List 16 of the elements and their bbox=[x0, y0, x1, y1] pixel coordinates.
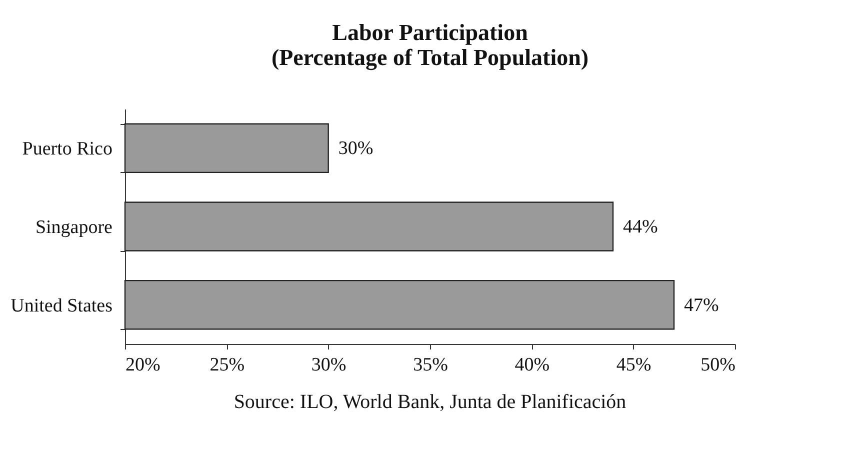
text: Labor Participation bbox=[332, 20, 528, 45]
x-tick-label: 45% bbox=[616, 354, 652, 376]
x-tick-label: 50% bbox=[700, 354, 736, 376]
text: (Percentage of Total Population) bbox=[271, 45, 589, 70]
y-tick-label: Singapore bbox=[35, 217, 112, 238]
data-label: 44% bbox=[623, 216, 658, 238]
source-note: Source: ILO, World Bank, Junta de Planificación bbox=[234, 391, 626, 413]
data-label: 30% bbox=[338, 138, 374, 160]
y-tick-label: United States bbox=[10, 295, 112, 316]
y-tick-label: Puerto Rico bbox=[22, 138, 112, 160]
data-label: 47% bbox=[684, 294, 719, 316]
x-tick-label: 35% bbox=[413, 354, 448, 376]
x-tick-label: 40% bbox=[514, 354, 550, 376]
x-tick-label: 25% bbox=[210, 354, 245, 376]
x-tick-label: 30% bbox=[311, 354, 346, 376]
x-tick-label: 20% bbox=[126, 354, 160, 376]
